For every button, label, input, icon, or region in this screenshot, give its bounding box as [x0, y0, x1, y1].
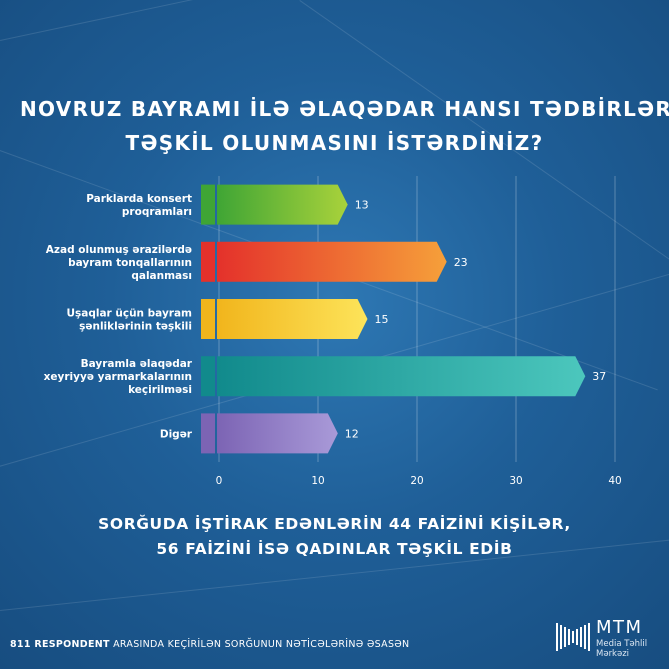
mtm-logo: MTM Media Təhlil Mərkəzi [556, 617, 666, 662]
bar-tab [201, 356, 215, 397]
x-tick-label: 20 [410, 475, 423, 487]
bar-tab [201, 241, 215, 282]
x-tick-label: 0 [216, 475, 223, 487]
chart-subtitle: SORĞUDA İŞTİRAK EDƏNLƏRİN 44 FAİZİNİ KİŞ… [20, 512, 649, 562]
bar-tab [201, 299, 215, 339]
bar-value-label: 23 [454, 256, 468, 269]
bar-value-label: 37 [592, 370, 606, 383]
x-tick-label: 40 [608, 475, 621, 487]
chart-title: NOVRUZ BAYRAMI İLƏ ƏLAQƏDAR HANSI TƏDBİR… [20, 92, 669, 160]
bar-tab [201, 413, 215, 454]
category-label: Uşaqlar üçün bayram şənliklərinin təşkili [66, 308, 192, 333]
x-tick-label: 30 [509, 475, 522, 487]
logo-grid-icon [556, 623, 590, 651]
subtitle-line-1: SORĞUDA İŞTİRAK EDƏNLƏRİN 44 FAİZİNİ KİŞ… [98, 515, 571, 533]
bar-value-label: 15 [375, 313, 389, 326]
title-line-2: TƏŞKİL OLUNMASINI İSTƏRDİNİZ? [125, 131, 544, 155]
bar [217, 356, 586, 397]
bar-value-label: 13 [355, 199, 369, 212]
footer-note: 811 RESPONDENT ARASINDA KEÇİRİLƏN SORĞUN… [10, 639, 409, 650]
category-label: Parklarda konsert proqramları [86, 193, 192, 218]
title-line-1: NOVRUZ BAYRAMI İLƏ ƏLAQƏDAR HANSI TƏDBİR… [20, 97, 669, 121]
bar [217, 299, 368, 339]
category-label: Azad olunmuş ərazilərdə bayram tonqalları… [46, 244, 192, 282]
logo-name: MTM [596, 617, 643, 638]
bar [217, 413, 338, 454]
logo-subtitle-2: Mərkəzi [596, 649, 630, 659]
subtitle-line-2: 56 FAİZİNİ İSƏ QADINLAR TƏŞKİL EDİB [156, 540, 513, 558]
logo-subtitle-1: Media Təhlil [596, 639, 648, 649]
bar-tab [201, 184, 215, 225]
bar [217, 241, 447, 282]
bar [217, 184, 348, 225]
bar-value-label: 12 [345, 427, 359, 440]
x-tick-label: 10 [311, 475, 324, 487]
footer-rest: ARASINDA KEÇİRİLƏN SORĞUNUN NƏTİCƏLƏRİNƏ… [109, 639, 410, 650]
footer-bold: 811 RESPONDENT [10, 639, 110, 650]
category-label: Bayramla əlaqədar xeyriyyə yarmarkalarını… [44, 358, 193, 396]
category-label: Digər [160, 428, 193, 440]
